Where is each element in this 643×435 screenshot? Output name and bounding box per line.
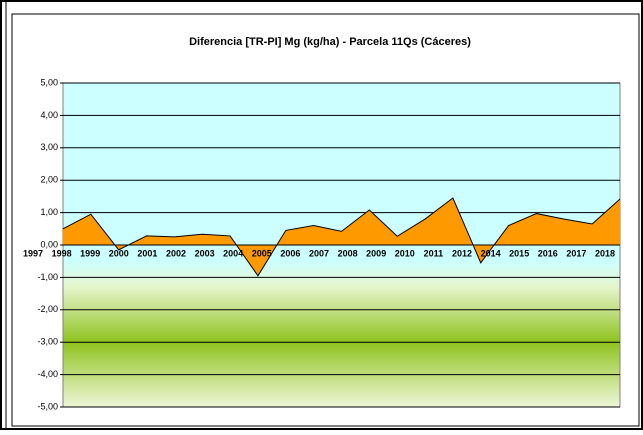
area-line [62,197,621,277]
x-tick-label: 2017 [566,248,586,258]
x-tick-label: 2018 [595,248,615,258]
y-tick-label: 3,00 [40,142,58,152]
y-tick-label: -1,00 [37,272,58,282]
x-tick-label: 2003 [195,248,215,258]
x-tick-label: 2015 [509,248,529,258]
y-tick-label: -5,00 [37,401,58,411]
x-tick-label: 1997 [23,248,43,258]
y-tick-label: -4,00 [37,369,58,379]
x-tick-label: 2005 [252,248,272,258]
x-tick-label: 2007 [309,248,329,258]
x-tick-label: 2011 [424,248,444,258]
x-tick-label: 2002 [166,248,186,258]
y-tick-label: 1,00 [40,207,58,217]
x-tick-label: 2014 [481,248,501,258]
x-tick-label: 1999 [80,248,100,258]
x-tick-label: 2000 [109,248,129,258]
x-tick-label: 2016 [538,248,558,258]
y-tick-label: 4,00 [40,110,58,120]
x-tick-label: 2001 [137,248,157,258]
x-tick-label: 2009 [366,248,386,258]
y-tick-label: 0,00 [40,239,58,249]
y-tick-label: 5,00 [40,77,58,87]
chart-title: Diferencia [TR-PI] Mg (kg/ha) - Parcela … [189,36,471,48]
y-tick-label: -2,00 [37,304,58,314]
x-tick-label: 2012 [452,248,472,258]
area [63,198,620,276]
y-tick-label: 2,00 [40,175,58,185]
x-tick-label: 1998 [52,248,72,258]
y-tick-label: -3,00 [37,337,58,347]
x-tick-label: 2008 [338,248,358,258]
x-tick-label: 2010 [395,248,415,258]
x-tick-label: 2006 [280,248,300,258]
x-tick-label: 2004 [223,248,243,258]
